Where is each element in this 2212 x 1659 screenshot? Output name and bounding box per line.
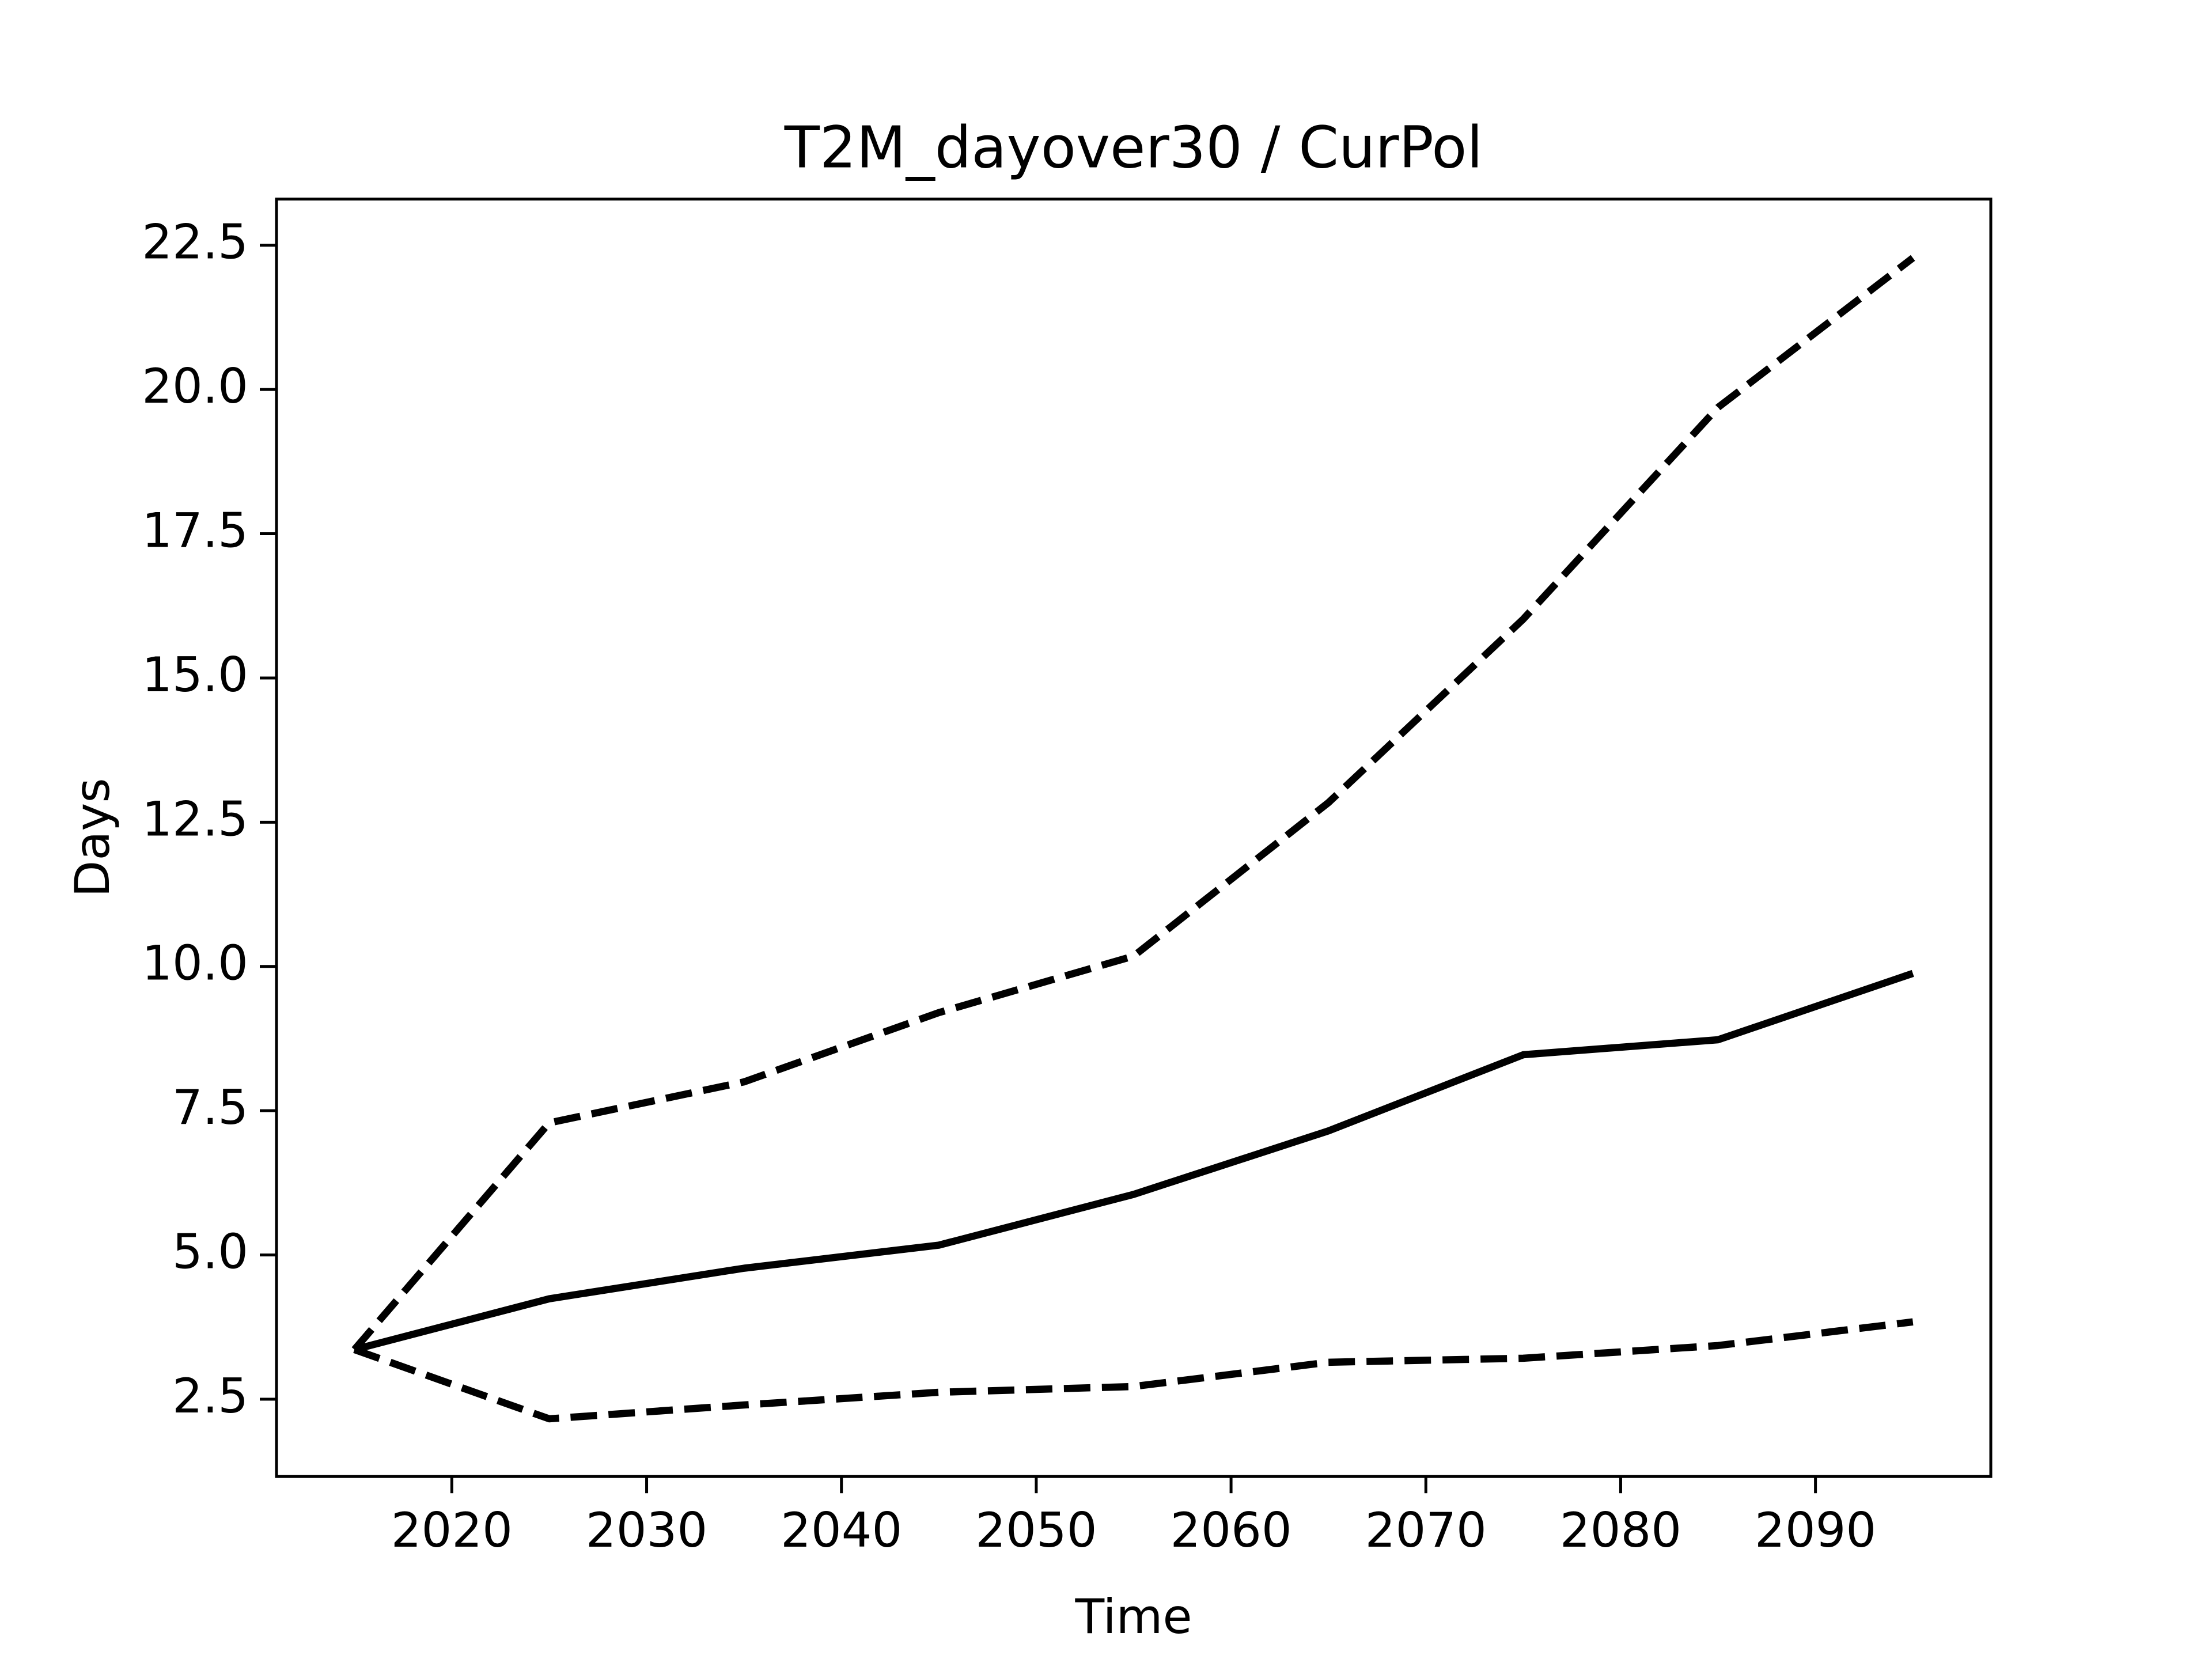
series-line	[353, 1318, 1914, 1423]
series-line	[351, 255, 1915, 1352]
chart-title: T2M_dayover30 / CurPol	[784, 113, 1483, 181]
y-tick-label: 22.5	[142, 214, 248, 270]
x-tick-label: 2050	[975, 1502, 1097, 1558]
x-tick-label: 2070	[1365, 1502, 1487, 1558]
x-tick-label: 2030	[586, 1502, 707, 1558]
series-line	[353, 969, 1914, 1353]
y-tick-label: 5.0	[172, 1224, 248, 1280]
y-axis-label: Days	[65, 778, 120, 897]
x-tick-label: 2060	[1170, 1502, 1291, 1558]
y-tick-label: 15.0	[142, 647, 248, 703]
y-tick-label: 2.5	[172, 1368, 248, 1424]
x-tick-label: 2020	[391, 1502, 513, 1558]
plot-frame	[275, 198, 1993, 1478]
x-tick-label: 2090	[1755, 1502, 1876, 1558]
x-axis-label: Time	[1074, 1589, 1192, 1645]
y-tick-label: 10.0	[142, 935, 248, 991]
x-tick-label: 2040	[781, 1502, 902, 1558]
x-tick-label: 2080	[1560, 1502, 1681, 1558]
y-tick-label: 12.5	[142, 791, 248, 847]
y-tick-label: 17.5	[142, 502, 248, 558]
y-tick-label: 20.0	[142, 358, 248, 414]
y-tick-label: 7.5	[172, 1080, 248, 1135]
